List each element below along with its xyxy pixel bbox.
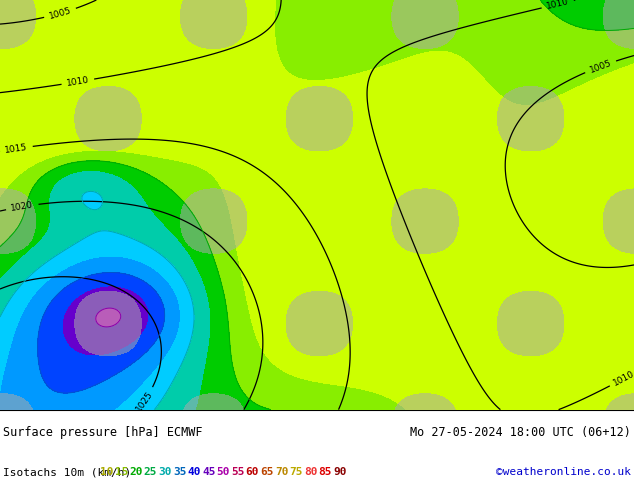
Text: 1010: 1010 xyxy=(545,0,570,11)
Text: 1005: 1005 xyxy=(588,58,613,74)
Text: 40: 40 xyxy=(188,467,201,477)
Text: 1020: 1020 xyxy=(10,200,34,213)
Text: 70: 70 xyxy=(275,467,288,477)
Text: 75: 75 xyxy=(289,467,303,477)
Text: 60: 60 xyxy=(245,467,259,477)
Text: 55: 55 xyxy=(231,467,245,477)
Text: Surface pressure [hPa] ECMWF: Surface pressure [hPa] ECMWF xyxy=(3,426,203,439)
Text: 85: 85 xyxy=(318,467,332,477)
Text: 10: 10 xyxy=(100,467,113,477)
Text: 90: 90 xyxy=(333,467,346,477)
Text: 1005: 1005 xyxy=(48,6,72,21)
Text: Mo 27-05-2024 18:00 UTC (06+12): Mo 27-05-2024 18:00 UTC (06+12) xyxy=(410,426,631,439)
Text: 1010: 1010 xyxy=(66,75,90,88)
Text: 20: 20 xyxy=(129,467,143,477)
Text: ©weatheronline.co.uk: ©weatheronline.co.uk xyxy=(496,467,631,477)
Text: 65: 65 xyxy=(260,467,274,477)
Text: 25: 25 xyxy=(144,467,157,477)
Text: 1010: 1010 xyxy=(612,369,634,388)
Text: 35: 35 xyxy=(173,467,186,477)
Text: 15: 15 xyxy=(115,467,128,477)
Text: 45: 45 xyxy=(202,467,216,477)
Text: 1015: 1015 xyxy=(4,143,29,155)
Text: 80: 80 xyxy=(304,467,318,477)
Text: Isotachs 10m (km/h): Isotachs 10m (km/h) xyxy=(3,467,138,477)
Text: 1025: 1025 xyxy=(134,389,154,413)
Text: 50: 50 xyxy=(217,467,230,477)
Text: 30: 30 xyxy=(158,467,172,477)
